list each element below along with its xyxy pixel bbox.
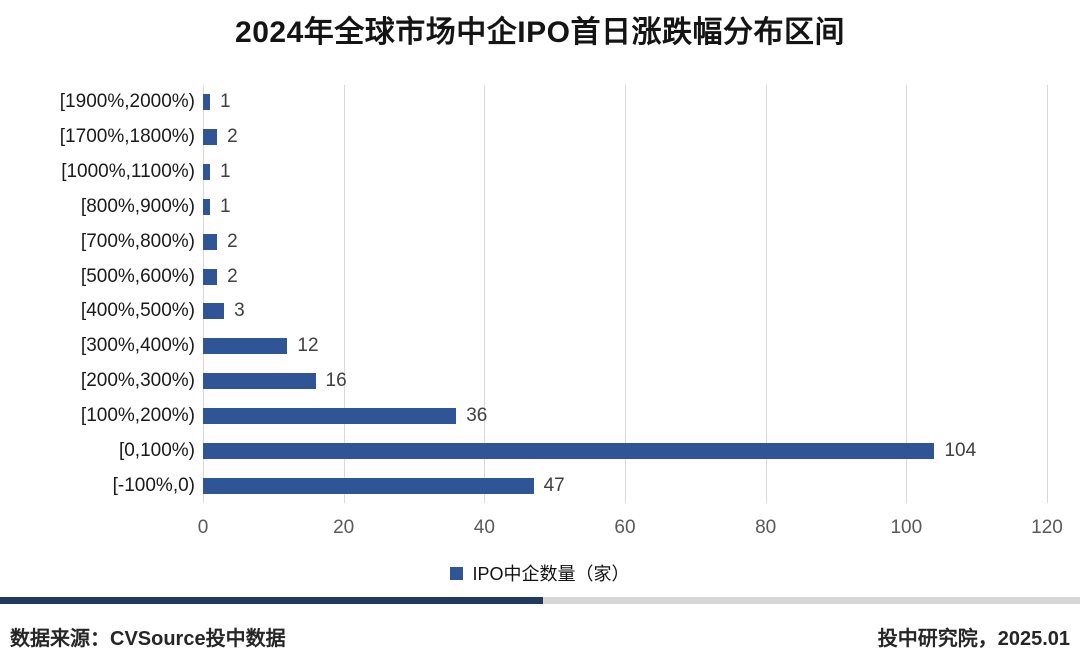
category-label: [400%,500%) <box>80 300 195 322</box>
bar-value-label: 2 <box>227 265 238 287</box>
gridline <box>484 85 486 503</box>
x-tick-label: 20 <box>333 517 355 538</box>
y-axis-line <box>203 85 204 503</box>
plot-area: 1 2 1 1 2 2 3 12 16 36 104 47 <box>203 85 1048 503</box>
bar-value-label: 3 <box>234 300 245 322</box>
bar-value-label: 2 <box>227 126 238 148</box>
bar-value-label: 12 <box>297 335 319 357</box>
legend-marker-icon <box>450 566 464 580</box>
bar <box>203 94 211 111</box>
gridline <box>343 85 345 503</box>
category-label: [500%,600%) <box>80 265 195 287</box>
chart-title: 2024年全球市场中企IPO首日涨跌幅分布区间 <box>235 16 845 49</box>
category-label: [0,100%) <box>118 439 195 461</box>
bar <box>203 129 218 146</box>
bar-value-label: 1 <box>220 161 231 183</box>
x-tick-label: 80 <box>755 517 777 538</box>
footer-divider-gray-segment <box>543 597 1080 604</box>
bar <box>203 442 935 459</box>
x-tick-label: 0 <box>197 517 209 538</box>
bar <box>203 268 218 285</box>
category-label: [700%,800%) <box>80 230 195 252</box>
category-label: [800%,900%) <box>80 195 195 217</box>
gridline <box>765 85 767 503</box>
bar <box>203 407 457 424</box>
x-tick-label: 100 <box>890 517 923 538</box>
bar-value-label: 16 <box>325 370 347 392</box>
bar <box>203 373 316 390</box>
footer-divider <box>0 597 1080 604</box>
bar <box>203 198 211 215</box>
x-tick-label: 120 <box>1031 517 1063 538</box>
x-axis: 0 20 40 60 80 100 120 <box>198 517 1063 541</box>
bar-value-label: 2 <box>227 230 238 252</box>
bar-value-label: 1 <box>220 91 231 113</box>
bar <box>203 477 534 494</box>
publisher-label: 投中研究院，2025.01 <box>877 627 1070 650</box>
data-source-label: 数据来源：CVSource投中数据 <box>10 627 286 650</box>
gridline <box>906 85 908 503</box>
category-label: [1000%,1100%) <box>61 161 195 183</box>
bar <box>203 303 225 320</box>
legend-label: IPO中企数量（家） <box>472 564 630 584</box>
bar-value-label: 1 <box>220 195 231 217</box>
x-tick-label: 60 <box>614 517 636 538</box>
gridline <box>625 85 626 503</box>
bar-value-label: 36 <box>466 404 488 426</box>
legend: IPO中企数量（家） <box>0 560 1080 586</box>
footer-divider-navy-segment <box>0 597 543 604</box>
category-label: [100%,200%) <box>80 404 195 426</box>
category-label: [1900%,2000%) <box>59 91 195 113</box>
bar <box>203 164 211 181</box>
x-tick-label: 40 <box>473 517 495 538</box>
bar <box>203 338 288 355</box>
y-axis-labels: [1900%,2000%) [1700%,1800%) [1000%,1100%) [… <box>0 85 195 503</box>
bar <box>203 233 218 250</box>
bar-value-label: 104 <box>944 439 977 461</box>
category-label: [-100%,0) <box>112 474 195 496</box>
category-label: [300%,400%) <box>80 335 195 357</box>
category-label: [200%,300%) <box>80 370 195 392</box>
gridline <box>1047 85 1048 503</box>
footer: 数据来源：CVSource投中数据 投中研究院，2025.01 <box>0 618 1080 654</box>
bar-value-label: 47 <box>543 474 565 496</box>
category-label: [1700%,1800%) <box>59 126 195 148</box>
